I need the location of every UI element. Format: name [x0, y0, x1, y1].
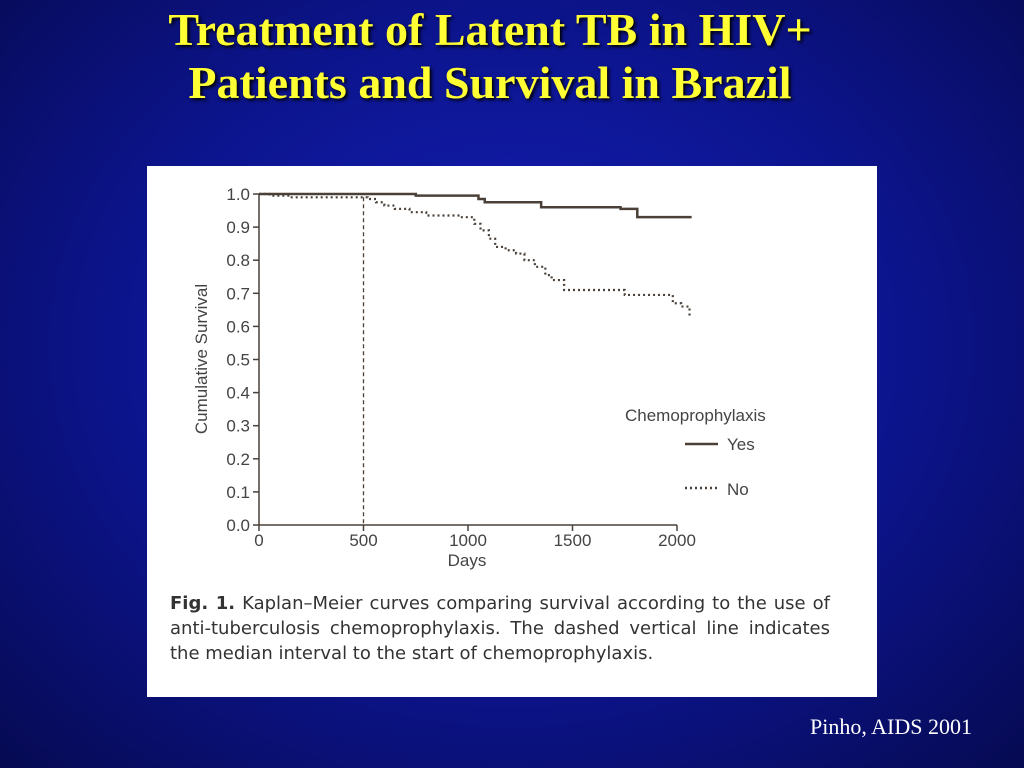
caption-text: Kaplan–Meier curves comparing survival a…: [170, 593, 830, 664]
title-line-1: Treatment of Latent TB in HIV+: [168, 4, 812, 55]
legend-title: Chemoprophylaxis: [625, 406, 766, 425]
y-tick-label: 0.2: [226, 450, 250, 469]
series-group: [259, 192, 692, 317]
x-tick-label: 1000: [449, 531, 487, 550]
y-tick-label: 0.9: [226, 218, 250, 237]
x-tick-label: 0: [254, 531, 263, 550]
x-tick-label: 500: [349, 531, 377, 550]
legend-label-no: No: [727, 480, 749, 499]
y-tick-label: 0.3: [226, 417, 250, 436]
legend: Chemoprophylaxis Yes No: [625, 406, 766, 499]
y-tick-label: 1.0: [226, 185, 250, 204]
y-tick-label: 0.0: [226, 516, 250, 535]
y-tick-label: 0.8: [226, 251, 250, 270]
y-tick-label: 0.6: [226, 317, 250, 336]
km-chart: 0.0 0.1 0.2 0.3 0.4 0.5 0.6 0.7 0.8 0.9 1.0 0 500 100…: [192, 185, 766, 570]
figure-panel: 0.0 0.1 0.2 0.3 0.4 0.5 0.6 0.7 0.8 0.9 1.0 0 500 100…: [147, 166, 877, 697]
y-tick-label: 0.4: [226, 384, 250, 403]
legend-label-yes: Yes: [727, 435, 755, 454]
series-line-yes: [259, 192, 692, 219]
series-line-no: [259, 192, 691, 317]
figure-caption: Fig. 1. Kaplan–Meier curves comparing su…: [170, 591, 830, 666]
caption-label: Fig. 1.: [170, 593, 236, 614]
x-tick-label: 1500: [554, 531, 592, 550]
y-tick-label: 0.1: [226, 483, 250, 502]
chart-axes: 0.0 0.1 0.2 0.3 0.4 0.5 0.6 0.7 0.8 0.9 1.0 0 500 100…: [226, 185, 696, 550]
y-axis-label: Cumulative Survival: [192, 284, 211, 434]
x-tick-label: 2000: [658, 531, 696, 550]
title-line-2: Patients and Survival in Brazil: [188, 56, 792, 108]
y-tick-label: 0.5: [226, 351, 250, 370]
y-tick-label: 0.7: [226, 284, 250, 303]
x-axis-label: Days: [448, 551, 487, 570]
slide-title: Treatment of Latent TB in HIV+ Patients …: [0, 4, 980, 110]
citation: Pinho, AIDS 2001: [810, 714, 972, 739]
